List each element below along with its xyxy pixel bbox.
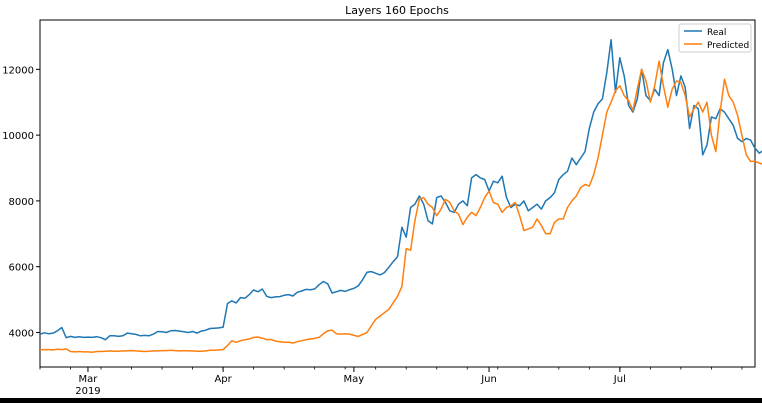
series-layer [39,38,762,353]
x-tick-label: Jul [613,374,626,385]
series-line-real [39,38,762,341]
y-tick-label: 10000 [2,131,34,142]
plot-frame [39,19,756,368]
x-tick-sublabel: 2019 [75,386,100,397]
x-tick-label: May [344,374,365,385]
legend-label-predicted: Predicted [707,41,749,51]
legend: Real Predicted [678,23,752,53]
y-tick-label: 8000 [9,197,34,208]
y-tick-label: 6000 [9,263,34,274]
x-tick-label: Mar [79,374,99,385]
x-tick-label: Jun [480,374,497,385]
y-tick-label: 12000 [2,65,34,76]
series-line-predicted [39,60,762,353]
legend-label-real: Real [707,28,726,38]
chart-title: Layers 160 Epochs [345,4,449,17]
y-tick-label: 4000 [9,328,34,339]
y-axis: 4000 6000 8000 10000 12000 [2,65,40,339]
x-tick-label: Apr [214,374,232,385]
